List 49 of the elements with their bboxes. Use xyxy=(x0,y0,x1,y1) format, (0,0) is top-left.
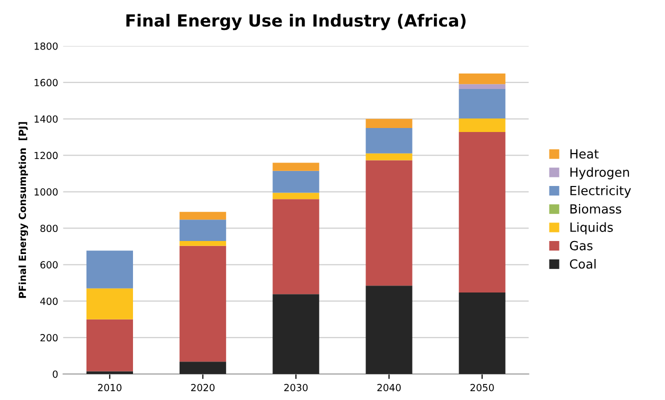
bar xyxy=(272,170,320,193)
bar xyxy=(272,199,320,294)
legend-label: Liquids xyxy=(570,222,613,234)
y-axis-title: PFinal Energy Consumption [PJ] xyxy=(18,122,28,298)
bar xyxy=(272,162,320,171)
bar xyxy=(366,286,412,374)
bar xyxy=(366,153,412,160)
y-tick-label: 1600 xyxy=(34,78,58,86)
bar xyxy=(458,84,506,90)
x-tick-label: 2040 xyxy=(377,384,401,392)
legend-label: Hydrogen xyxy=(570,167,629,180)
legend-label: Coal xyxy=(570,258,596,269)
x-tick-label: 2010 xyxy=(98,384,122,392)
bar xyxy=(86,319,133,372)
y-tick-label: 1400 xyxy=(34,115,58,123)
bar xyxy=(272,294,320,374)
y-tick-label: 600 xyxy=(40,261,58,268)
y-tick-label: 1000 xyxy=(34,188,58,196)
legend-label: Gas xyxy=(570,240,592,250)
bar xyxy=(366,118,412,128)
bar xyxy=(86,371,133,374)
bar xyxy=(180,362,226,374)
y-tick-label: 800 xyxy=(40,224,58,232)
bar xyxy=(272,192,320,200)
bar xyxy=(180,246,226,362)
bar xyxy=(86,250,133,288)
legend-label: Electricity xyxy=(570,186,631,198)
y-tick-label: 1200 xyxy=(34,152,58,160)
bar xyxy=(366,128,412,154)
bar xyxy=(458,292,506,374)
y-tick-label: 1800 xyxy=(34,42,58,50)
y-tick-label: 0 xyxy=(52,370,58,378)
legend-label: Biomass xyxy=(570,204,622,214)
bar xyxy=(180,212,226,220)
bar xyxy=(366,160,412,286)
bar xyxy=(180,240,226,246)
bar xyxy=(458,74,506,84)
y-tick-label: 400 xyxy=(40,298,58,305)
bar xyxy=(86,288,133,320)
bar xyxy=(458,132,506,293)
x-tick-label: 2020 xyxy=(191,384,215,392)
x-tick-label: 2030 xyxy=(284,384,308,392)
x-tick-label: 2050 xyxy=(470,384,494,392)
legend-label: Heat xyxy=(570,149,599,159)
y-tick-label: 200 xyxy=(40,334,58,342)
chart-title: Final Energy Use in Industry (Africa) xyxy=(126,14,466,30)
bar xyxy=(458,89,506,119)
bar xyxy=(458,118,506,132)
bar xyxy=(180,220,226,241)
